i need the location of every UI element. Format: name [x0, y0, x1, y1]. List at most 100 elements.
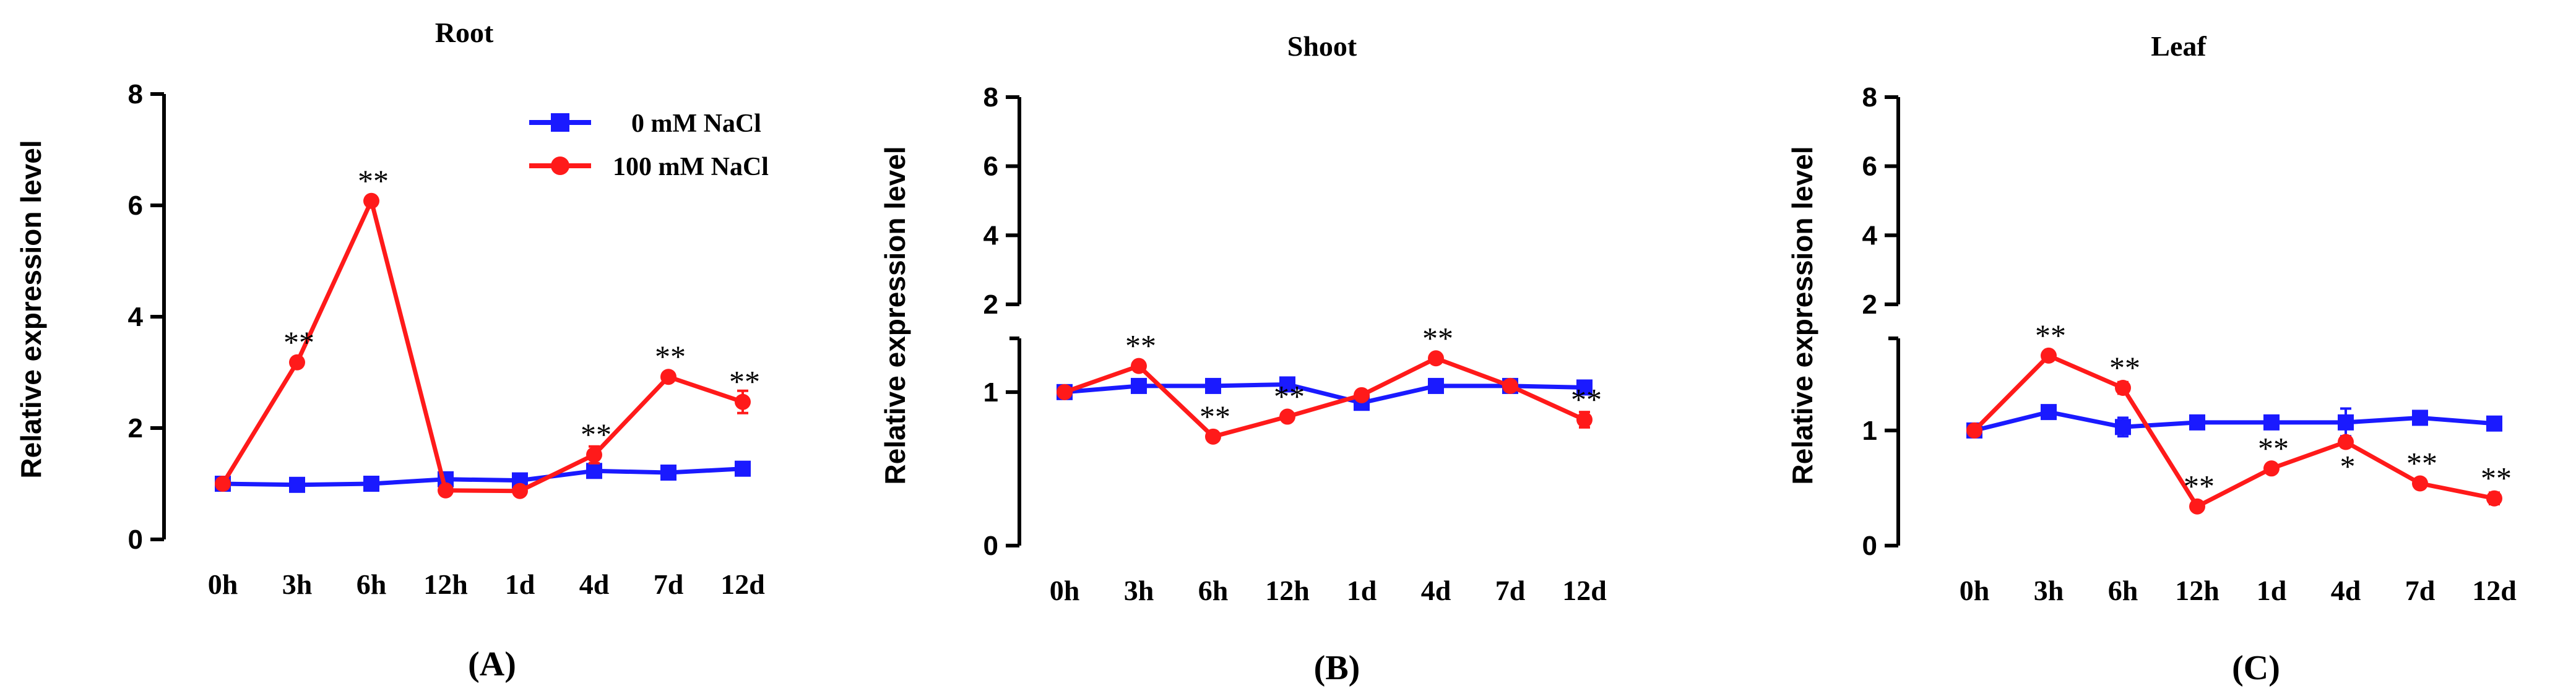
x-tick-label: 12d — [1562, 575, 1607, 606]
data-point — [1131, 358, 1147, 374]
chart-title: Shoot — [1287, 30, 1357, 62]
data-point — [2486, 415, 2502, 432]
x-tick-label: 0h — [1960, 575, 1990, 606]
y-tick-label: 4 — [1862, 220, 1878, 251]
y-axis-label: Relative expression level — [15, 140, 47, 478]
series-control — [1966, 404, 2502, 439]
data-point — [289, 476, 305, 493]
data-point — [735, 393, 751, 410]
data-point — [2263, 414, 2280, 431]
data-point — [1205, 428, 1221, 445]
x-tick-label: 0h — [1050, 575, 1080, 606]
data-point — [1131, 377, 1147, 394]
y-tick-label: 6 — [128, 191, 143, 221]
series-line — [1064, 382, 1585, 405]
significance-mark: ** — [581, 417, 612, 452]
y-tick-label: 8 — [1862, 82, 1877, 113]
series-line — [1973, 353, 2495, 509]
data-point — [1279, 376, 1295, 393]
y-tick-label: 0 — [128, 525, 143, 555]
x-tick-label: 6h — [2108, 575, 2138, 606]
y-tick-label: 6 — [983, 152, 998, 182]
panel-label: (A) — [468, 645, 516, 684]
data-point — [586, 447, 602, 463]
data-point — [735, 460, 751, 477]
data-point — [1576, 411, 1593, 428]
significance-mark: ** — [2406, 446, 2437, 481]
legend-item-treatment: 100 mM NaCl — [529, 153, 769, 181]
data-point — [2412, 410, 2428, 426]
chart-root: Root Relative expression level (A) 0 mM … — [15, 17, 769, 684]
significance-mark: ** — [2184, 469, 2215, 504]
y-tick-label: 8 — [983, 82, 998, 113]
panel-label: (C) — [2232, 649, 2280, 687]
panel-label: (B) — [1314, 649, 1360, 687]
data-point — [1205, 377, 1221, 394]
data-point — [1354, 387, 1370, 403]
y-axis: 0 1 2 4 6 8 — [983, 82, 1021, 561]
y-tick-label: 0 — [1862, 531, 1877, 561]
x-tick-label: 12d — [2472, 575, 2517, 606]
y-tick-label: 4 — [128, 302, 144, 332]
data-point — [1966, 422, 1982, 439]
x-tick-label: 12h — [423, 568, 468, 600]
x-tick-label: 7d — [2405, 575, 2436, 606]
y-tick-label: 2 — [983, 289, 998, 320]
legend: 0 mM NaCl 100 mM NaCl — [529, 109, 769, 181]
series-control — [215, 460, 751, 493]
data-point — [289, 354, 305, 371]
x-tick-label: 0h — [208, 568, 238, 600]
x-tick-label: 4d — [1421, 575, 1451, 606]
significance-mark: ** — [1199, 399, 1230, 434]
series-line — [1974, 410, 2495, 433]
chart-leaf: Leaf Relative expression level (C) 0 1 2 4 6… — [1786, 30, 2517, 687]
legend-marker — [551, 157, 569, 175]
x-tick-label: 6h — [357, 568, 387, 600]
series-line — [1063, 356, 1586, 439]
data-point — [2412, 475, 2428, 492]
annotations: ********* ** ** — [2035, 318, 2512, 504]
data-point — [2115, 380, 2131, 397]
data-point — [2189, 414, 2205, 431]
data-point — [512, 482, 528, 499]
significance-mark: ** — [1274, 379, 1305, 414]
y-axis-label: Relative expression level — [1786, 146, 1818, 484]
y-axis-label: Relative expression level — [879, 146, 911, 484]
x-tick-label: 4d — [2331, 575, 2361, 606]
x-tick-label: 7d — [1495, 575, 1526, 606]
x-tick-label: 1d — [505, 568, 535, 600]
data-point — [586, 463, 602, 479]
series-treatment — [215, 192, 751, 499]
legend-label: 0 mM NaCl — [631, 109, 761, 138]
significance-mark: ** — [283, 325, 314, 359]
series-treatment — [1057, 350, 1593, 445]
annotations: ** ** ** ** ** — [283, 163, 760, 452]
x-tick-label: 7d — [654, 568, 684, 600]
data-point — [438, 482, 454, 499]
y-axis: 0 1 2 4 6 8 — [1862, 82, 1900, 561]
chart-shoot: Shoot Relative expression level (B) 0 1 2 4… — [879, 30, 1607, 687]
significance-mark: ** — [729, 364, 760, 399]
series-line — [221, 199, 744, 494]
data-point — [2189, 498, 2205, 515]
x-tick-label: 3h — [1124, 575, 1154, 606]
data-point — [1428, 377, 1444, 394]
x-tick-label: 12h — [2175, 575, 2219, 606]
series-line — [222, 466, 743, 487]
chart-title: Leaf — [2151, 30, 2206, 62]
data-point — [2115, 419, 2131, 435]
x-tick-label: 12d — [720, 568, 765, 600]
significance-mark: ** — [2258, 431, 2289, 465]
significance-mark: ** — [2481, 461, 2512, 495]
data-point — [2041, 404, 2057, 421]
data-point — [1502, 377, 1518, 394]
significance-mark: ** — [1422, 320, 1453, 355]
chart-title: Root — [435, 17, 494, 48]
y-tick-label: 2 — [1862, 289, 1877, 320]
x-tick-label: 12h — [1265, 575, 1310, 606]
y-tick-label: 1 — [1862, 416, 1877, 446]
annotations: ** ** ** ** ** — [1125, 320, 1602, 434]
y-tick-label: 1 — [983, 377, 998, 408]
y-tick-label: 0 — [983, 531, 998, 561]
significance-mark: * — [2340, 449, 2356, 484]
